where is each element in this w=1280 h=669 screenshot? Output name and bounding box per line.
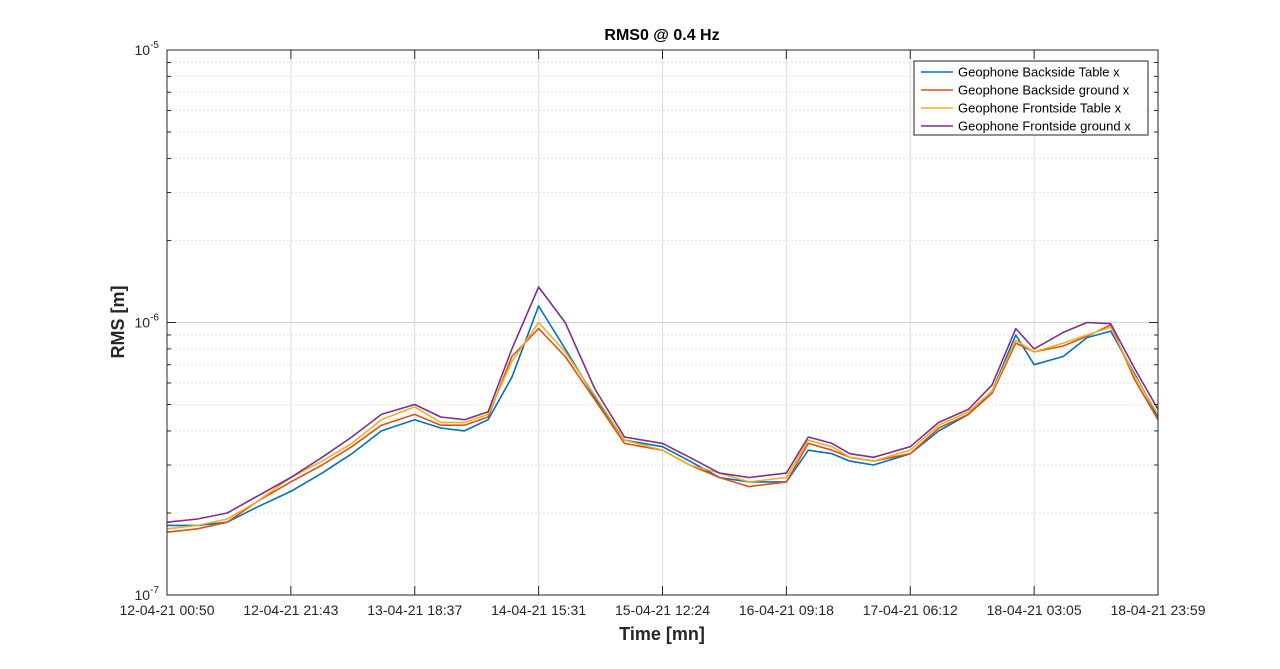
x-axis-label: Time [mn] <box>619 624 705 644</box>
axis-ticks <box>166 49 1159 596</box>
legend-box <box>913 60 1149 136</box>
y-tick-label: 10-7 <box>135 585 160 603</box>
legend-label-4: Geophone Frontside ground x <box>958 119 1131 134</box>
x-tick-labels: 12-04-21 00:50 12-04-21 21:43 13-04-21 18:… <box>120 602 1206 618</box>
legend-label-3: Geophone Frontside Table x <box>958 101 1122 116</box>
x-tick-label: 14-04-21 15:31 <box>491 602 586 618</box>
legend-label-1: Geophone Backside Table x <box>958 65 1120 80</box>
x-tick-label: 18-04-21 03:05 <box>987 602 1082 618</box>
x-tick-label: 18-04-21 23:59 <box>1111 602 1206 618</box>
series-line-3 <box>166 321 1159 530</box>
series-line-4 <box>166 286 1159 523</box>
legend: Geophone Backside Table x Geophone Backsi… <box>913 60 1149 136</box>
x-tick-label: 15-04-21 12:24 <box>615 602 710 618</box>
x-tick-label: 12-04-21 21:43 <box>243 602 338 618</box>
y-axis-label: RMS [m] <box>108 286 128 359</box>
x-tick-label: 17-04-21 06:12 <box>863 602 958 618</box>
legend-label-2: Geophone Backside ground x <box>958 83 1130 98</box>
y-tick-label: 10-5 <box>135 40 160 58</box>
x-tick-label: 13-04-21 18:37 <box>367 602 462 618</box>
data-series <box>166 286 1159 533</box>
x-tick-label: 16-04-21 09:18 <box>739 602 834 618</box>
y-tick-label: 10-6 <box>135 313 160 331</box>
x-tick-label: 12-04-21 00:50 <box>120 602 215 618</box>
y-tick-labels: 10-7 10-6 10-5 <box>135 40 160 603</box>
chart-title: RMS0 @ 0.4 Hz <box>604 27 719 44</box>
series-line-1 <box>167 305 1159 527</box>
